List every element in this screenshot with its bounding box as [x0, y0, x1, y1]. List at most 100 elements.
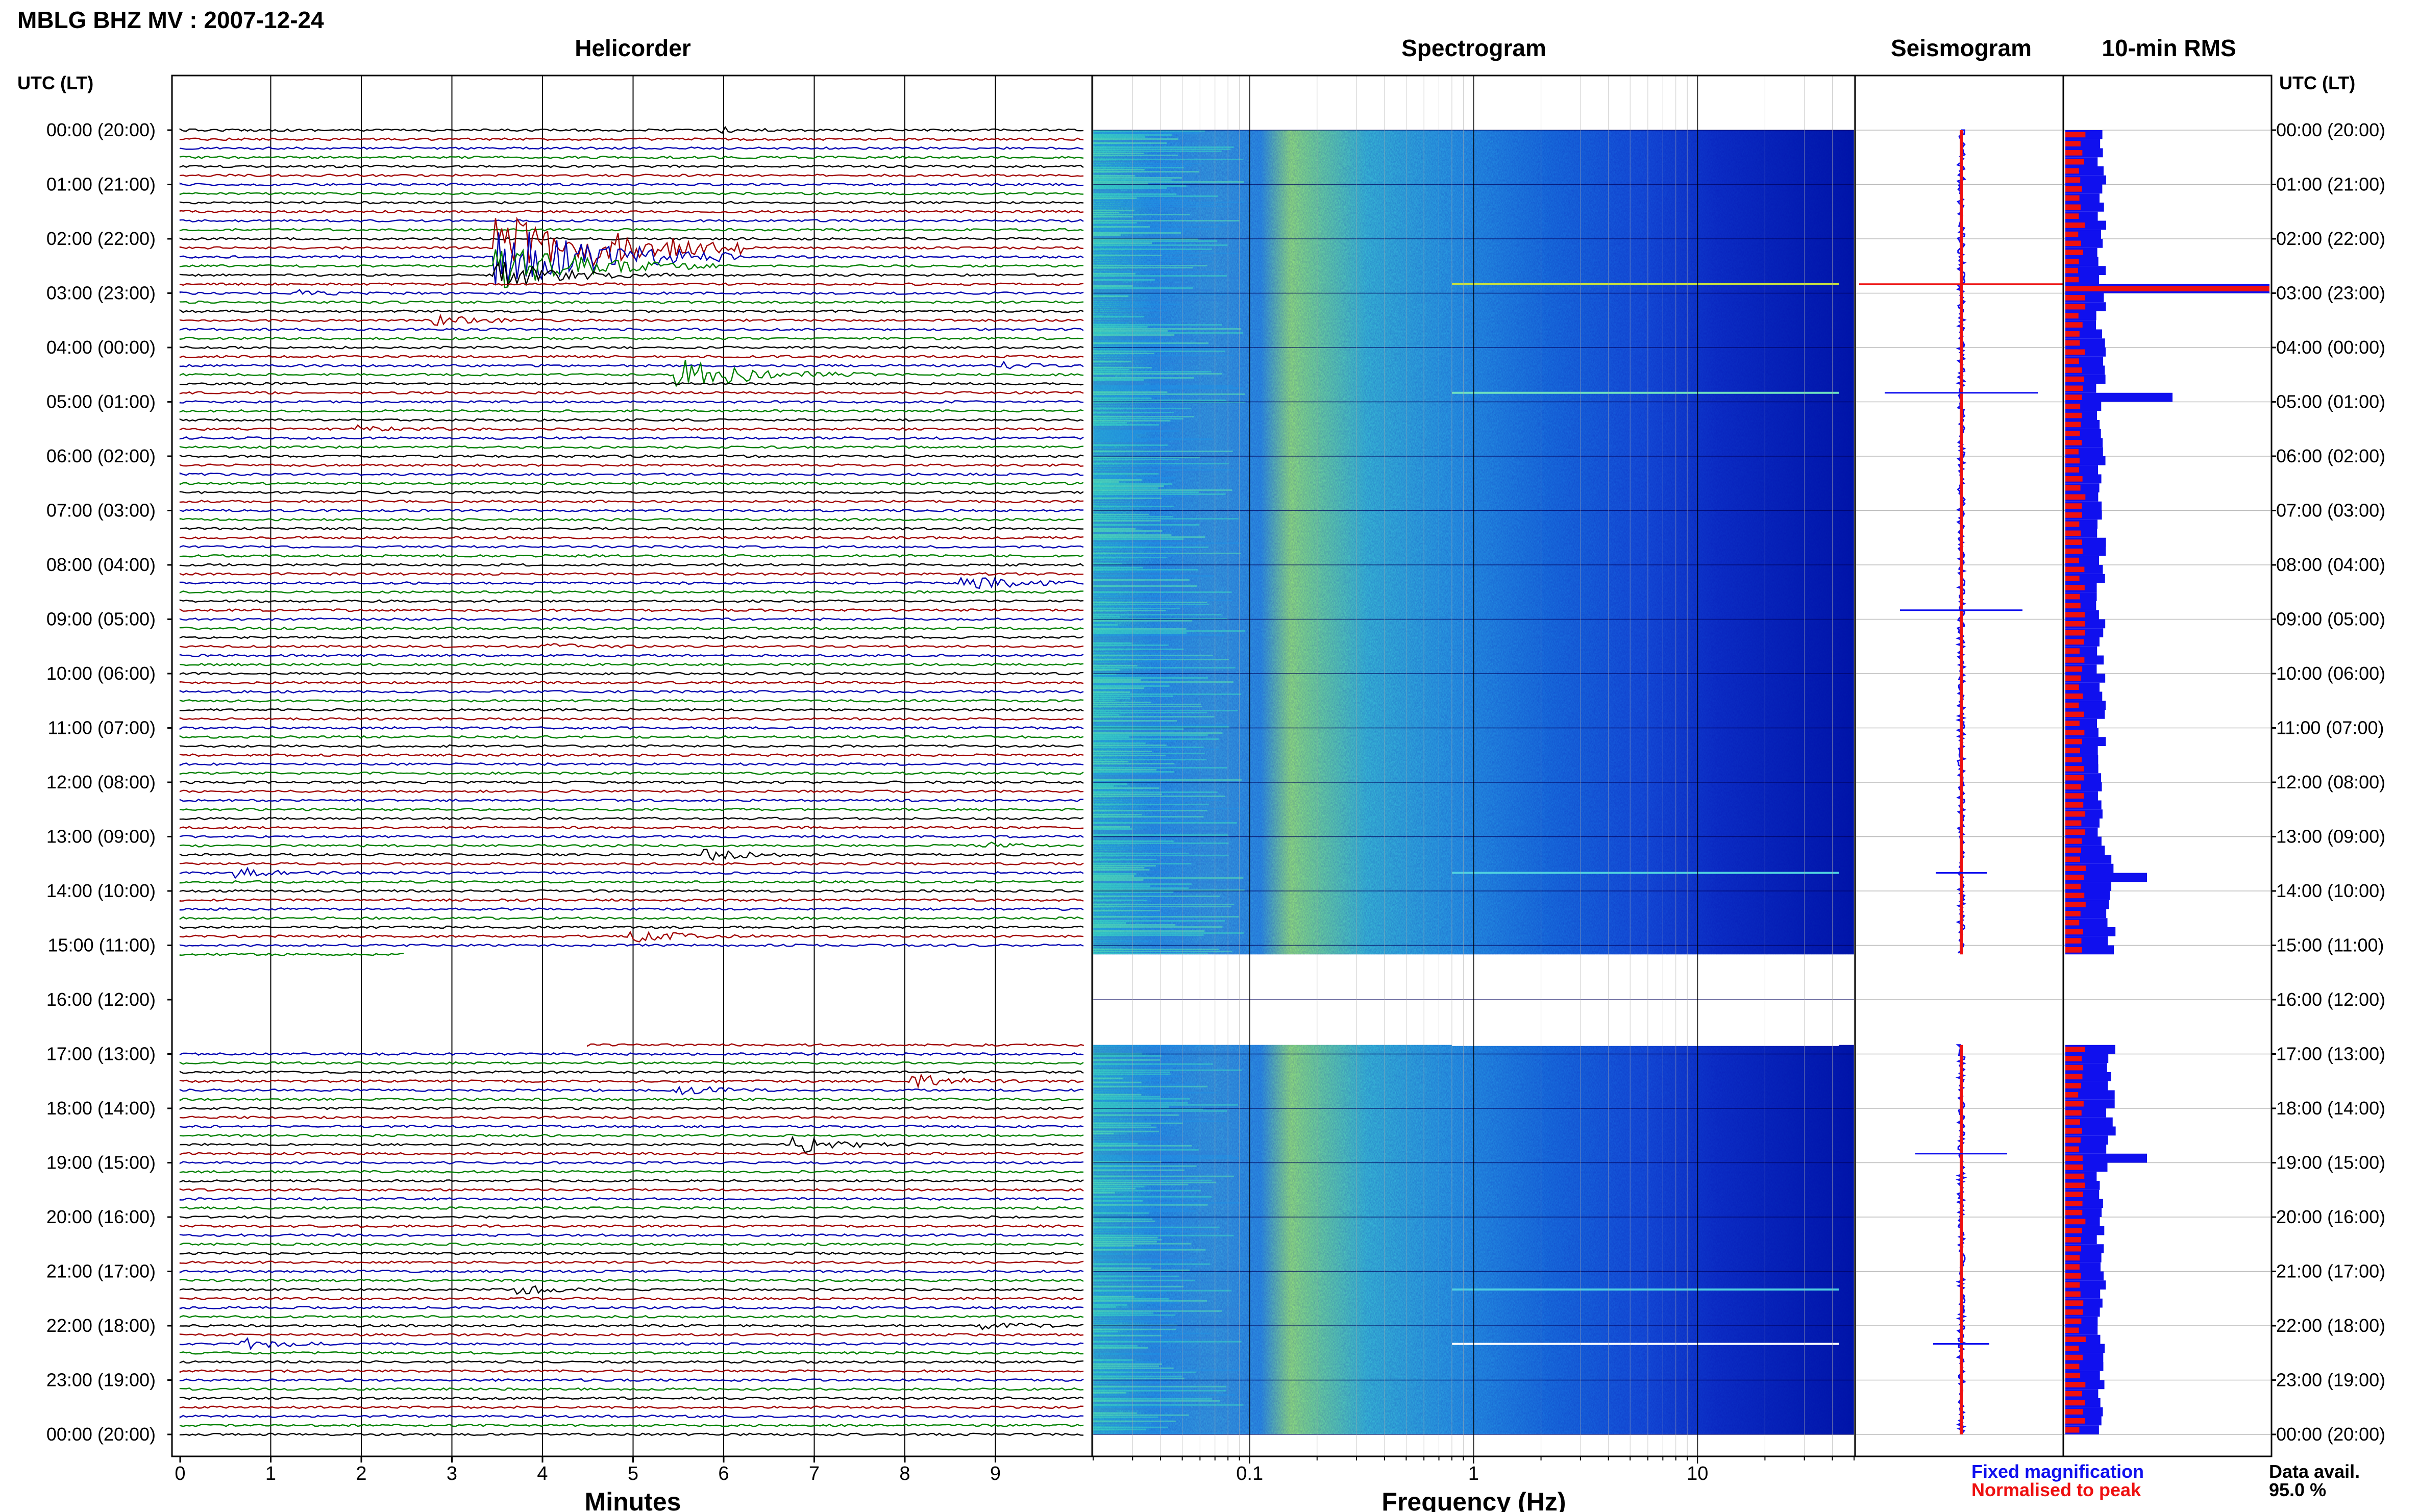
rms-bar-normalised — [2065, 621, 2085, 627]
spectrogram-stripe — [1093, 1351, 1176, 1353]
spectrogram-stripe — [1093, 1114, 1179, 1116]
spectrogram-stripe — [1093, 783, 1127, 785]
minute-tick-label: 0 — [175, 1463, 185, 1484]
rms-bar-normalised — [2065, 1382, 2086, 1387]
spectrogram-stripe — [1093, 738, 1219, 740]
spectrogram-stripe — [1093, 463, 1229, 464]
helicorder-trace — [179, 454, 1084, 458]
spectrogram-stripe — [1093, 500, 1145, 501]
spectrogram-stripe — [1093, 144, 1142, 146]
spectrogram-stripe — [1093, 553, 1241, 554]
helicorder-trace — [179, 360, 1084, 369]
spectrogram-stripe — [1093, 1336, 1222, 1339]
spectrogram-stripe — [1093, 453, 1138, 454]
spectrogram-stripe — [1093, 1134, 1142, 1136]
spectrogram-stripe — [1093, 1155, 1232, 1157]
time-tick-right: 04:00 (00:00) — [2276, 337, 2385, 358]
spectrogram-stripe — [1093, 357, 1202, 358]
spectrogram-stripe — [1093, 912, 1157, 913]
helicorder-trace — [179, 1351, 1084, 1355]
spectrogram-stripe — [1093, 585, 1197, 587]
spectrogram-stripe — [1093, 800, 1223, 801]
spectrogram-stripe — [1093, 214, 1190, 215]
spectrogram-stripe — [1093, 1245, 1134, 1247]
rms-bar-normalised — [2065, 322, 2083, 328]
spectrogram-stripe — [1093, 359, 1214, 360]
spectrogram-stripe — [1093, 704, 1201, 705]
spectrogram-stripe — [1093, 1116, 1216, 1118]
helicorder-trace — [179, 1278, 1084, 1282]
helicorder-trace — [179, 643, 1084, 649]
spectrogram-stripe — [1093, 208, 1119, 209]
time-tick-left: 10:00 (06:00) — [46, 663, 156, 684]
spectrogram-stripe — [1093, 602, 1207, 603]
spectrogram-stripe — [1093, 1402, 1173, 1404]
spectrogram-stripe — [1093, 1396, 1152, 1398]
spectrogram-stripe — [1093, 816, 1204, 817]
rms-bar-normalised — [2065, 829, 2086, 835]
time-tick-right: 18:00 (14:00) — [2276, 1098, 2385, 1119]
helicorder-trace — [179, 536, 1084, 540]
helicorder-trace — [179, 382, 1084, 386]
spectrogram-stripe — [1093, 785, 1114, 787]
rms-bar-normalised — [2065, 449, 2079, 455]
spectrogram-stripe — [1093, 246, 1159, 248]
spectrogram-stripe — [1093, 867, 1145, 869]
rms-bar-normalised — [2065, 467, 2080, 473]
spectrogram-stripe — [1093, 410, 1183, 411]
spectrogram-stripe — [1093, 847, 1189, 848]
helicorder-trace — [179, 1233, 1084, 1237]
minute-tick-label: 3 — [447, 1463, 457, 1484]
spectrogram-stripe — [1093, 1310, 1222, 1312]
spectrogram-stripe — [1093, 361, 1132, 362]
spectrogram-stripe — [1093, 763, 1175, 764]
helicorder-trace — [179, 481, 1084, 485]
spectrogram-stripe — [1093, 185, 1187, 187]
spectrogram-stripe — [1093, 1222, 1177, 1224]
rms-bar-normalised — [2065, 811, 2086, 817]
spectrogram-stripe — [1093, 191, 1159, 193]
helicorder-trace — [179, 672, 1084, 676]
spectrogram-stripe — [1093, 1069, 1242, 1071]
spectrogram-stripe — [1093, 1159, 1201, 1161]
spectrogram-stripe — [1093, 1326, 1241, 1328]
rms-bar-normalised — [2065, 250, 2083, 255]
spectrogram-stripe — [1093, 524, 1200, 526]
spectrogram-stripe — [1093, 1112, 1195, 1114]
rms-bar-normalised — [2065, 693, 2083, 699]
spectrogram-stripe — [1093, 1202, 1243, 1204]
rms-bar-normalised — [2065, 376, 2085, 382]
spectrogram-stripe — [1093, 253, 1238, 254]
spectrogram-stripe — [1093, 1271, 1229, 1273]
spectrogram-stripe — [1093, 1432, 1223, 1434]
spectrogram-stripe — [1093, 720, 1177, 722]
spectrogram-stripe — [1093, 1314, 1176, 1316]
spectrogram-stripe — [1093, 851, 1235, 852]
helicorder-trace — [179, 137, 1084, 141]
helicorder-trace — [179, 424, 1084, 432]
spectrogram-stripe — [1093, 1371, 1196, 1373]
time-tick-right: 12:00 (08:00) — [2276, 772, 2385, 792]
rms-bar-normalised — [2065, 404, 2081, 409]
helicorder-trace — [179, 572, 1084, 576]
helicorder-trace — [179, 1369, 1084, 1373]
spectrogram-stripe — [1093, 1163, 1150, 1165]
spectrogram-stripe — [1093, 1412, 1138, 1414]
helicorder-trace — [179, 753, 1084, 757]
spectrogram-stripe — [1093, 1228, 1183, 1230]
spectrogram-stripe — [1093, 757, 1177, 758]
spectrogram-stripe — [1093, 1187, 1136, 1189]
spectrogram-stripe — [1093, 724, 1229, 726]
spectrogram-stripe — [1093, 506, 1174, 507]
spectrogram-stripe — [1093, 426, 1171, 428]
spectrogram-stripe — [1093, 922, 1126, 924]
helicorder-trace — [179, 1322, 1084, 1331]
spectrogram-stripe — [1093, 651, 1200, 652]
spectrogram-stripe — [1093, 700, 1116, 701]
spectrogram-stripe — [1093, 1149, 1199, 1151]
spectrogram-stripe — [1093, 222, 1137, 224]
spectrogram-stripe — [1093, 375, 1115, 377]
helicorder-trace — [179, 1133, 1084, 1137]
spectrogram-stripe — [1093, 328, 1241, 330]
spectrogram-stripe — [1093, 1308, 1244, 1310]
